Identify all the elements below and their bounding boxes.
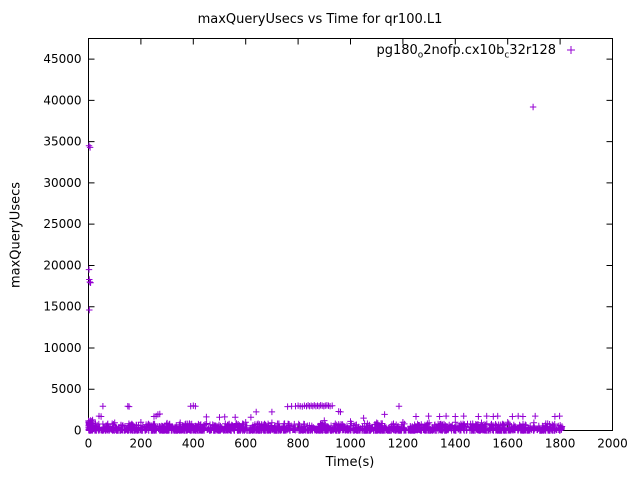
legend-text-part: 2nofp.cx10b <box>423 43 505 58</box>
x-tick-label: 2000 <box>597 437 628 451</box>
x-tick-label: 600 <box>234 437 257 451</box>
x-axis-label: Time(s) <box>325 455 375 470</box>
legend-text-sub: c <box>504 50 510 61</box>
x-tick-label: 1200 <box>388 437 419 451</box>
y-tick-label: 20000 <box>43 258 81 272</box>
x-tick-label: 200 <box>129 437 152 451</box>
y-tick-label: 30000 <box>43 176 81 190</box>
x-tick-label: 1000 <box>335 437 366 451</box>
legend-text-part: pg180 <box>376 43 418 58</box>
x-tick-label: 1400 <box>440 437 471 451</box>
axis-ticks <box>88 38 613 431</box>
x-tick-label: 800 <box>287 437 310 451</box>
legend-marker-icon <box>567 46 575 54</box>
data-points <box>85 103 566 434</box>
legend-label: pg180o2nofp.cx10bc32r128 <box>376 43 556 61</box>
y-tick-label: 10000 <box>43 341 81 355</box>
x-tick-label: 1600 <box>492 437 523 451</box>
y-tick-label: 0 <box>74 424 82 438</box>
x-tick-label: 400 <box>182 437 205 451</box>
legend-text-sub: o <box>417 50 424 61</box>
chart-title: maxQueryUsecs vs Time for qr100.L1 <box>197 12 443 27</box>
y-tick-label: 5000 <box>51 382 82 396</box>
y-tick-label: 45000 <box>43 52 81 66</box>
x-tick-label: 1800 <box>545 437 576 451</box>
y-tick-label: 25000 <box>43 217 81 231</box>
legend-text-part: 32r128 <box>509 43 556 58</box>
x-tick-label: 0 <box>85 437 93 451</box>
y-tick-label: 15000 <box>43 300 81 314</box>
y-tick-label: 35000 <box>43 135 81 149</box>
y-tick-label: 40000 <box>43 93 81 107</box>
plot-border <box>88 38 613 431</box>
